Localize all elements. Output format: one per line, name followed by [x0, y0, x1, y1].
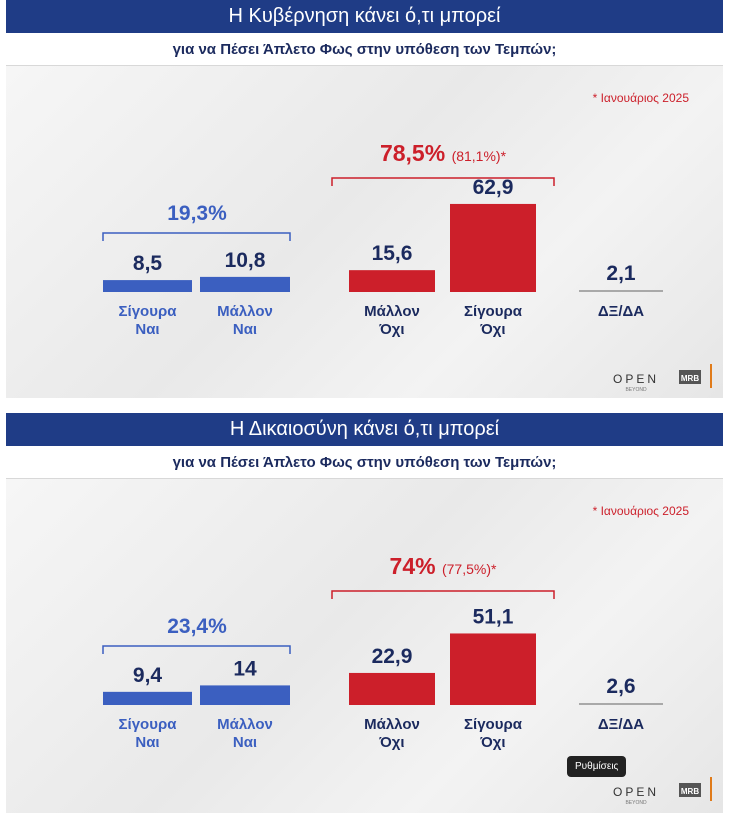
- bar-category-label: Ναι: [233, 321, 257, 338]
- open-logo-text: OPEN: [613, 785, 659, 799]
- bar-σίγουρα-όχι: [450, 633, 536, 705]
- bar-value-label: 2,1: [606, 262, 636, 285]
- bar-μάλλον-όχι: [349, 672, 435, 705]
- bar-category-label: Όχι: [378, 321, 404, 338]
- bar-chart-justice: * Ιανουάριος 2025 23,4% 74% (77,5%)* 9,4 Σίγ…: [102, 504, 712, 806]
- bar-category-label: Ναι: [233, 734, 257, 751]
- bar-value-label: 22,9: [372, 645, 413, 668]
- mrb-logo-text: MRB: [681, 787, 699, 796]
- bar-μάλλον-ναι: [200, 685, 290, 705]
- bar-category-label: Μάλλον: [364, 303, 420, 320]
- chart-title: Η Κυβέρνηση κάνει ό,τι μπορεί: [6, 0, 723, 33]
- bar-σίγουρα-όχι: [450, 203, 536, 292]
- yes-group-bracket: [102, 232, 291, 241]
- bar-δξ/δα: [579, 290, 663, 292]
- open-logo-text: OPEN: [613, 372, 659, 386]
- bar-category-label: Όχι: [479, 321, 505, 338]
- mrb-logo-box: [679, 783, 701, 797]
- chart-panel-justice: Η Δικαιοσύνη κάνει ό,τι μπορεί για να Πέ…: [6, 413, 723, 813]
- yes-total-label: 23,4%: [167, 615, 227, 638]
- bar-category-label: Σίγουρα: [464, 716, 523, 733]
- bar-value-label: 10,8: [225, 249, 266, 272]
- bar-category-label: ΔΞ/ΔΑ: [598, 716, 644, 733]
- bar-category-label: Ναι: [135, 321, 159, 338]
- bar-category-label: ΔΞ/ΔΑ: [598, 303, 644, 320]
- no-group-bracket: [331, 177, 555, 186]
- yes-total-label: 19,3%: [167, 202, 227, 225]
- bar-σίγουρα-ναι: [103, 691, 192, 705]
- settings-tooltip: Ρυθμίσεις: [567, 756, 627, 777]
- bar-category-label: Όχι: [378, 734, 404, 751]
- no-total-previous: (77,5%)*: [442, 561, 497, 577]
- bar-value-label: 2,6: [606, 675, 635, 698]
- chart-panel-government: Η Κυβέρνηση κάνει ό,τι μπορεί για να Πέσ…: [6, 0, 723, 398]
- bar-value-label: 15,6: [372, 242, 413, 265]
- yes-group-bracket: [102, 645, 291, 654]
- logo-accent-bar: [710, 777, 712, 801]
- bar-category-label: Ναι: [135, 734, 159, 751]
- no-total-label: 78,5% (81,1%)*: [380, 140, 507, 166]
- no-total-value: 74%: [390, 553, 442, 579]
- mrb-logo-text: MRB: [681, 374, 699, 383]
- mrb-logo-box: [679, 370, 701, 384]
- bar-value-label: 14: [233, 657, 257, 680]
- date-note: * Ιανουάριος 2025: [593, 504, 690, 518]
- bar-category-label: Μάλλον: [217, 303, 273, 320]
- no-total-value: 78,5%: [380, 140, 452, 166]
- logo-accent-bar: [710, 364, 712, 388]
- bar-category-label: Όχι: [479, 734, 505, 751]
- date-note: * Ιανουάριος 2025: [593, 91, 690, 105]
- chart-subtitle: για να Πέσει Άπλετο Φως στην υπόθεση των…: [6, 35, 723, 66]
- bar-value-label: 62,9: [473, 176, 514, 199]
- bar-category-label: Μάλλον: [217, 716, 273, 733]
- bar-category-label: Σίγουρα: [119, 716, 178, 733]
- no-group-bracket: [331, 590, 555, 599]
- bar-category-label: Σίγουρα: [119, 303, 178, 320]
- bar-value-label: 8,5: [133, 252, 163, 275]
- no-total-label: 74% (77,5%)*: [390, 553, 497, 579]
- chart-body: * Ιανουάριος 2025 19,3% 78,5% (81,1%)* 8,5 Σ…: [6, 66, 723, 398]
- chart-title: Η Δικαιοσύνη κάνει ό,τι μπορεί: [6, 413, 723, 446]
- open-logo-tagline: BEYOND: [625, 387, 647, 393]
- bar-μάλλον-ναι: [200, 276, 290, 292]
- bar-μάλλον-όχι: [349, 270, 435, 292]
- chart-subtitle: για να Πέσει Άπλετο Φως στην υπόθεση των…: [6, 448, 723, 479]
- bar-chart-government: * Ιανουάριος 2025 19,3% 78,5% (81,1%)* 8,5 Σ…: [102, 91, 712, 393]
- bar-value-label: 51,1: [473, 605, 514, 628]
- bar-value-label: 9,4: [133, 664, 163, 687]
- bar-δξ/δα: [579, 703, 663, 705]
- bar-category-label: Σίγουρα: [464, 303, 523, 320]
- bar-category-label: Μάλλον: [364, 716, 420, 733]
- open-logo-tagline: BEYOND: [625, 800, 647, 806]
- bar-σίγουρα-ναι: [103, 280, 192, 292]
- no-total-previous: (81,1%)*: [452, 148, 507, 164]
